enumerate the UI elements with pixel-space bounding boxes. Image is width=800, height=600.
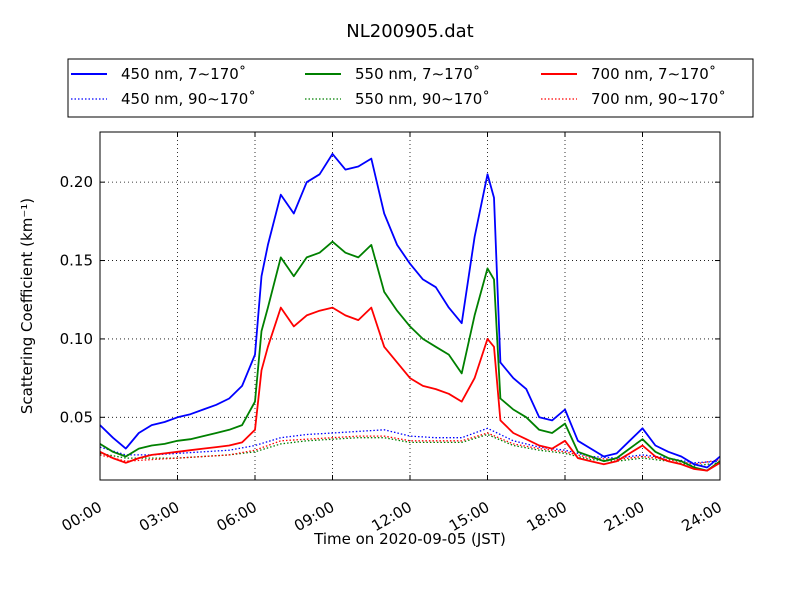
x-tick-label: 21:00	[601, 498, 647, 535]
series-line	[99, 240, 721, 472]
legend-label: 700 nm, 90∼170˚	[591, 90, 726, 108]
series-line	[99, 432, 721, 465]
series-line	[99, 433, 721, 467]
legend-label: 450 nm, 90∼170˚	[121, 90, 256, 108]
x-tick-label: 03:00	[136, 498, 182, 535]
legend: 450 nm, 7∼170˚ 450 nm, 90∼170˚ 550 nm, 7∼1…	[67, 58, 754, 118]
plot-area: 00:00 03:00 06:00 09:00 12:00 15:00 18:00 21:00…	[59, 131, 725, 535]
y-tick-label: 0.10	[60, 330, 93, 348]
legend-label: 450 nm, 7∼170˚	[121, 65, 246, 83]
y-tick-label: 0.05	[60, 408, 93, 426]
series-line	[99, 153, 721, 469]
series-line	[99, 427, 721, 464]
series-line	[99, 306, 721, 472]
y-tick-label: 0.15	[60, 252, 93, 270]
legend-label: 700 nm, 7∼170˚	[591, 65, 716, 83]
y-tick-label: 0.20	[60, 173, 93, 191]
x-tick-label: 24:00	[679, 498, 725, 535]
legend-box	[67, 58, 754, 118]
x-axis-label: Time on 2020-09-05 (JST)	[313, 530, 506, 548]
x-tick-label: 00:00	[59, 498, 105, 535]
x-tick-label: 18:00	[524, 498, 570, 535]
x-tick-label: 06:00	[214, 498, 260, 535]
legend-label: 550 nm, 90∼170˚	[355, 90, 490, 108]
chart-title: NL200905.dat	[346, 21, 473, 42]
y-axis-label: Scattering Coefficient (km⁻¹)	[18, 198, 36, 414]
legend-label: 550 nm, 7∼170˚	[355, 65, 480, 83]
